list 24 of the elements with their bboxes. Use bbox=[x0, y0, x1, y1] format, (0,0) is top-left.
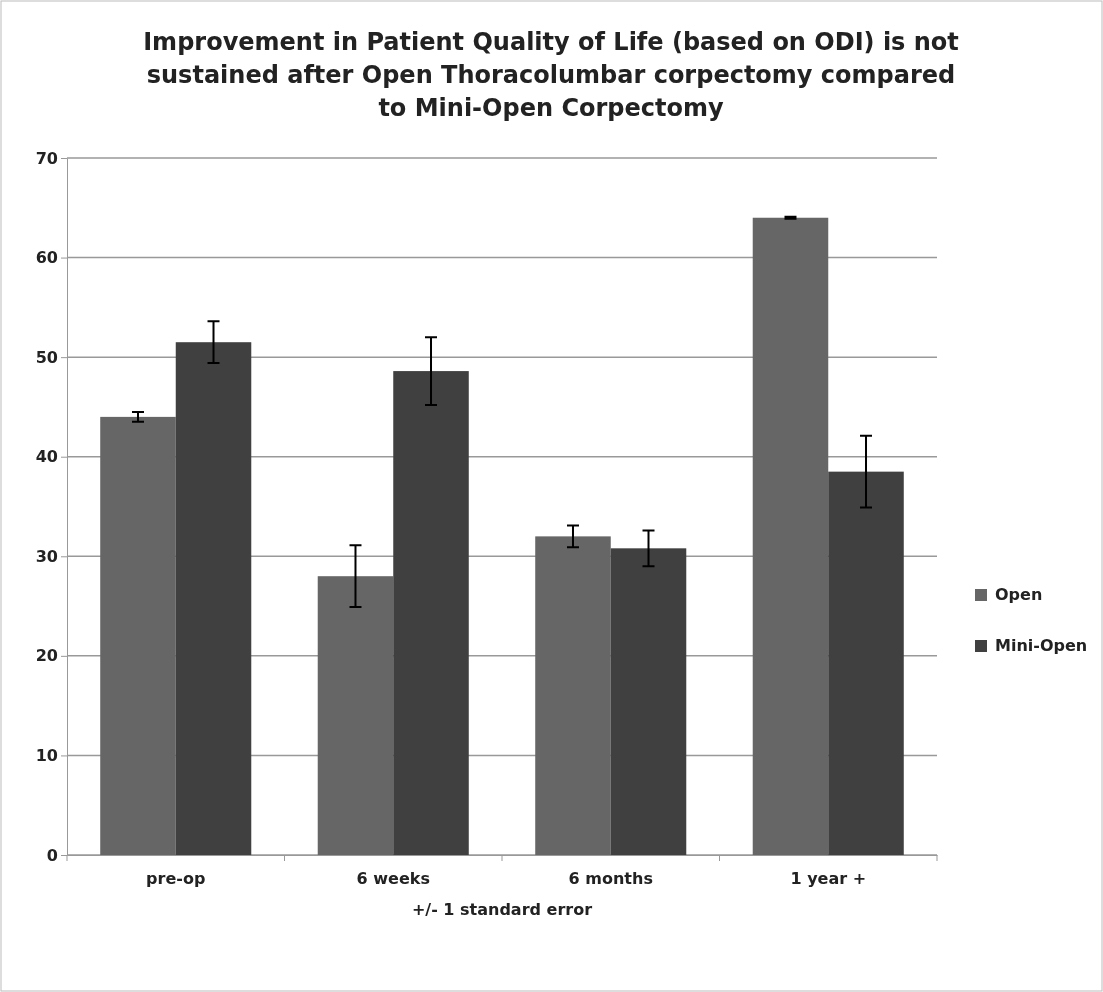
y-tick-label: 60 bbox=[35, 248, 58, 268]
bar bbox=[175, 342, 252, 855]
x-axis-title: +/- 1 standard error bbox=[411, 900, 593, 919]
y-tick-label: 30 bbox=[35, 546, 58, 566]
bar bbox=[100, 416, 176, 855]
bar bbox=[535, 536, 611, 855]
x-tick-label: 6 weeks bbox=[356, 868, 430, 888]
bar bbox=[828, 471, 904, 855]
legend-label: Open bbox=[995, 585, 1043, 604]
y-tick-label: 50 bbox=[35, 347, 58, 367]
y-tick-label: 40 bbox=[35, 447, 58, 467]
x-tick-label: 1 year + bbox=[790, 868, 867, 888]
x-tick-label: pre-op bbox=[146, 868, 206, 888]
y-tick-label: 0 bbox=[46, 845, 58, 865]
y-tick-label: 20 bbox=[35, 646, 58, 666]
bar bbox=[393, 371, 469, 855]
chart-title: Improvement in Patient Quality of Life (based on ODI) is not sustained after Open Thoracolumbar corpectomy compared to Mini-Open Corpectomy bbox=[143, 28, 959, 122]
y-tick-label: 10 bbox=[35, 746, 58, 766]
bar bbox=[752, 217, 829, 855]
x-tick-label: 6 months bbox=[568, 868, 653, 888]
bar bbox=[610, 548, 687, 855]
bar bbox=[317, 576, 394, 855]
legend-label: Mini-Open bbox=[995, 636, 1088, 655]
y-tick-label: 70 bbox=[35, 148, 58, 168]
